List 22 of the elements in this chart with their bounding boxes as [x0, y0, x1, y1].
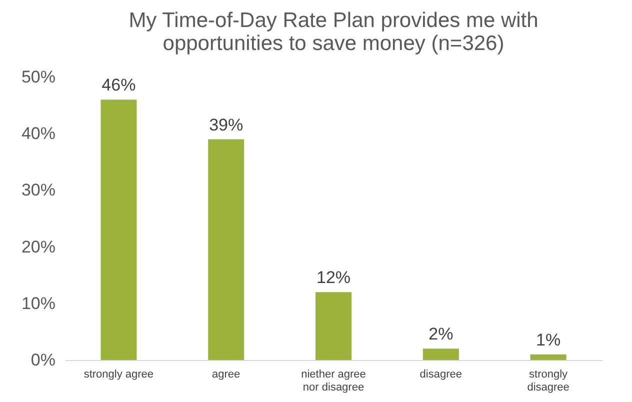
bar	[530, 354, 566, 360]
data-label: 12%	[316, 268, 351, 288]
x-tick-label: niether agree nor disagree	[301, 368, 366, 394]
y-tick-label: 30%	[21, 180, 56, 200]
x-tick-label: disagree	[420, 368, 462, 380]
y-tick-label: 0%	[30, 350, 56, 370]
bar	[208, 139, 244, 360]
x-tick-label: agree	[212, 368, 240, 380]
y-tick-label: 50%	[21, 68, 56, 86]
bar	[316, 292, 352, 360]
y-tick-label: 40%	[21, 124, 56, 144]
bar	[100, 100, 137, 360]
chart-title: My Time-of-Day Rate Plan provides me with opportunities to save money (n=326)	[128, 9, 538, 55]
x-tick-label: strongly agree	[84, 368, 154, 380]
x-tick-label: strongly disagree	[527, 368, 570, 394]
y-tick-label: 10%	[21, 294, 56, 313]
bar	[422, 348, 459, 360]
data-label: 1%	[536, 330, 561, 350]
data-label: 2%	[428, 324, 454, 344]
data-label: 39%	[209, 115, 244, 134]
y-tick-label: 20%	[21, 237, 56, 256]
data-label: 46%	[102, 76, 136, 95]
